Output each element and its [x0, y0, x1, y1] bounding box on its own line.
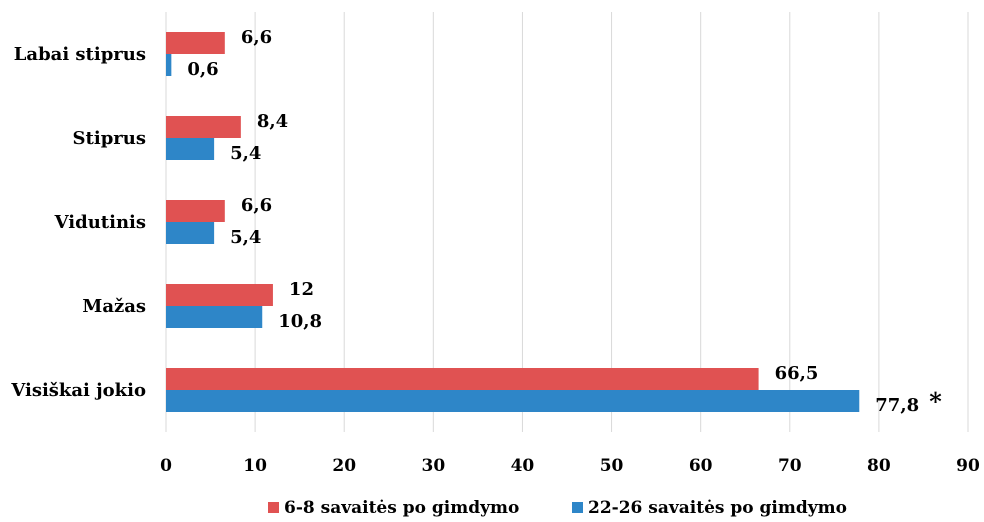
- x-tick-label: 0: [160, 456, 172, 476]
- data-label: 10,8: [278, 311, 322, 332]
- x-tick-label: 90: [956, 456, 980, 476]
- x-tick-label: 20: [332, 456, 356, 476]
- bar-series-1: [166, 116, 241, 138]
- data-label: 12: [289, 279, 314, 300]
- category-label: Labai stiprus: [14, 44, 146, 65]
- bars: [166, 32, 860, 412]
- legend-swatch: [572, 502, 583, 513]
- legend-swatch: [268, 502, 279, 513]
- x-tick-label: 60: [689, 456, 713, 476]
- significance-asterisk: *: [929, 387, 942, 416]
- legend-label: 22-26 savaitės po gimdymo: [588, 498, 847, 518]
- x-tick-label: 30: [421, 456, 445, 476]
- x-axis-tick-labels: 0 10 20 30 40 50 60 70 80 90: [160, 456, 980, 476]
- category-label: Mažas: [82, 296, 146, 317]
- data-label: 0,6: [187, 59, 218, 80]
- bar-series-1: [166, 368, 759, 390]
- data-label: 5,4: [230, 143, 261, 164]
- category-labels: Labai stiprus Stiprus Vidutinis Mažas Visišk…: [10, 44, 146, 401]
- category-label: Visiškai jokio: [10, 380, 146, 401]
- data-label: 8,4: [257, 111, 288, 132]
- x-tick-label: 80: [867, 456, 891, 476]
- bar-series-2: [166, 306, 263, 328]
- x-tick-label: 40: [511, 456, 535, 476]
- legend-label: 6-8 savaitės po gimdymo: [284, 498, 519, 518]
- bar-series-1: [166, 200, 225, 222]
- bar-series-2: [166, 54, 172, 76]
- category-label: Vidutinis: [54, 212, 146, 233]
- x-tick-label: 10: [243, 456, 267, 476]
- bar-series-1: [166, 32, 225, 54]
- x-tick-label: 50: [600, 456, 624, 476]
- data-label: 6,6: [241, 195, 272, 216]
- data-label: 5,4: [230, 227, 261, 248]
- data-label: 6,6: [241, 27, 272, 48]
- legend: 6-8 savaitės po gimdymo 22-26 savaitės po…: [268, 498, 847, 518]
- x-tick-label: 70: [778, 456, 802, 476]
- data-label: 66,5: [775, 363, 819, 384]
- data-labels: 6,6 0,6 8,4 5,4 6,6 5,4 12 10,8 66,5 77,8 *: [187, 27, 942, 416]
- bar-series-2: [166, 138, 215, 160]
- bar-series-1: [166, 284, 273, 306]
- bar-series-2: [166, 390, 860, 412]
- gridlines: [165, 12, 969, 432]
- bar-series-2: [166, 222, 215, 244]
- data-label: 77,8: [875, 395, 919, 416]
- category-label: Stiprus: [73, 128, 146, 149]
